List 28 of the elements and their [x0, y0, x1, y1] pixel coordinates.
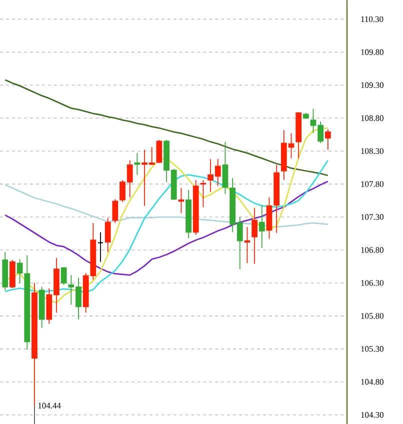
- candlestick: [324, 128, 331, 150]
- y-tick-label: 107.30: [361, 214, 384, 220]
- y-tick-label: 105.30: [361, 346, 384, 352]
- y-tick-label: 106.80: [361, 247, 384, 253]
- candlestick: [134, 152, 140, 176]
- y-tick-label: 109.80: [361, 49, 384, 56]
- candlestick: [24, 254, 30, 350]
- candlestick: [32, 282, 38, 406]
- candlestick: [296, 112, 302, 159]
- candlestick: [104, 217, 111, 252]
- candlestick: [16, 258, 23, 284]
- y-tick-label: 108.80: [361, 115, 384, 121]
- y-tick-label: 104.80: [361, 379, 384, 385]
- candlestick: [252, 207, 258, 264]
- annotation: 104.44: [38, 402, 61, 409]
- candlestick: [38, 286, 45, 328]
- candlestick: [258, 204, 265, 248]
- y-tick-label: 108.30: [361, 148, 384, 154]
- candlestick: [98, 232, 104, 262]
- candlestick: [186, 190, 192, 239]
- y-tick-label: 110.30: [361, 16, 384, 22]
- y-tick-label: 109.30: [361, 82, 384, 88]
- candlestick: [274, 164, 280, 234]
- y-tick-label: 104.30: [361, 412, 384, 418]
- y-tick-label: 105.80: [361, 313, 384, 319]
- y-tick-label: 106.30: [361, 280, 384, 286]
- candlestick: [192, 180, 199, 236]
- y-tick-label: 107.80: [361, 181, 384, 187]
